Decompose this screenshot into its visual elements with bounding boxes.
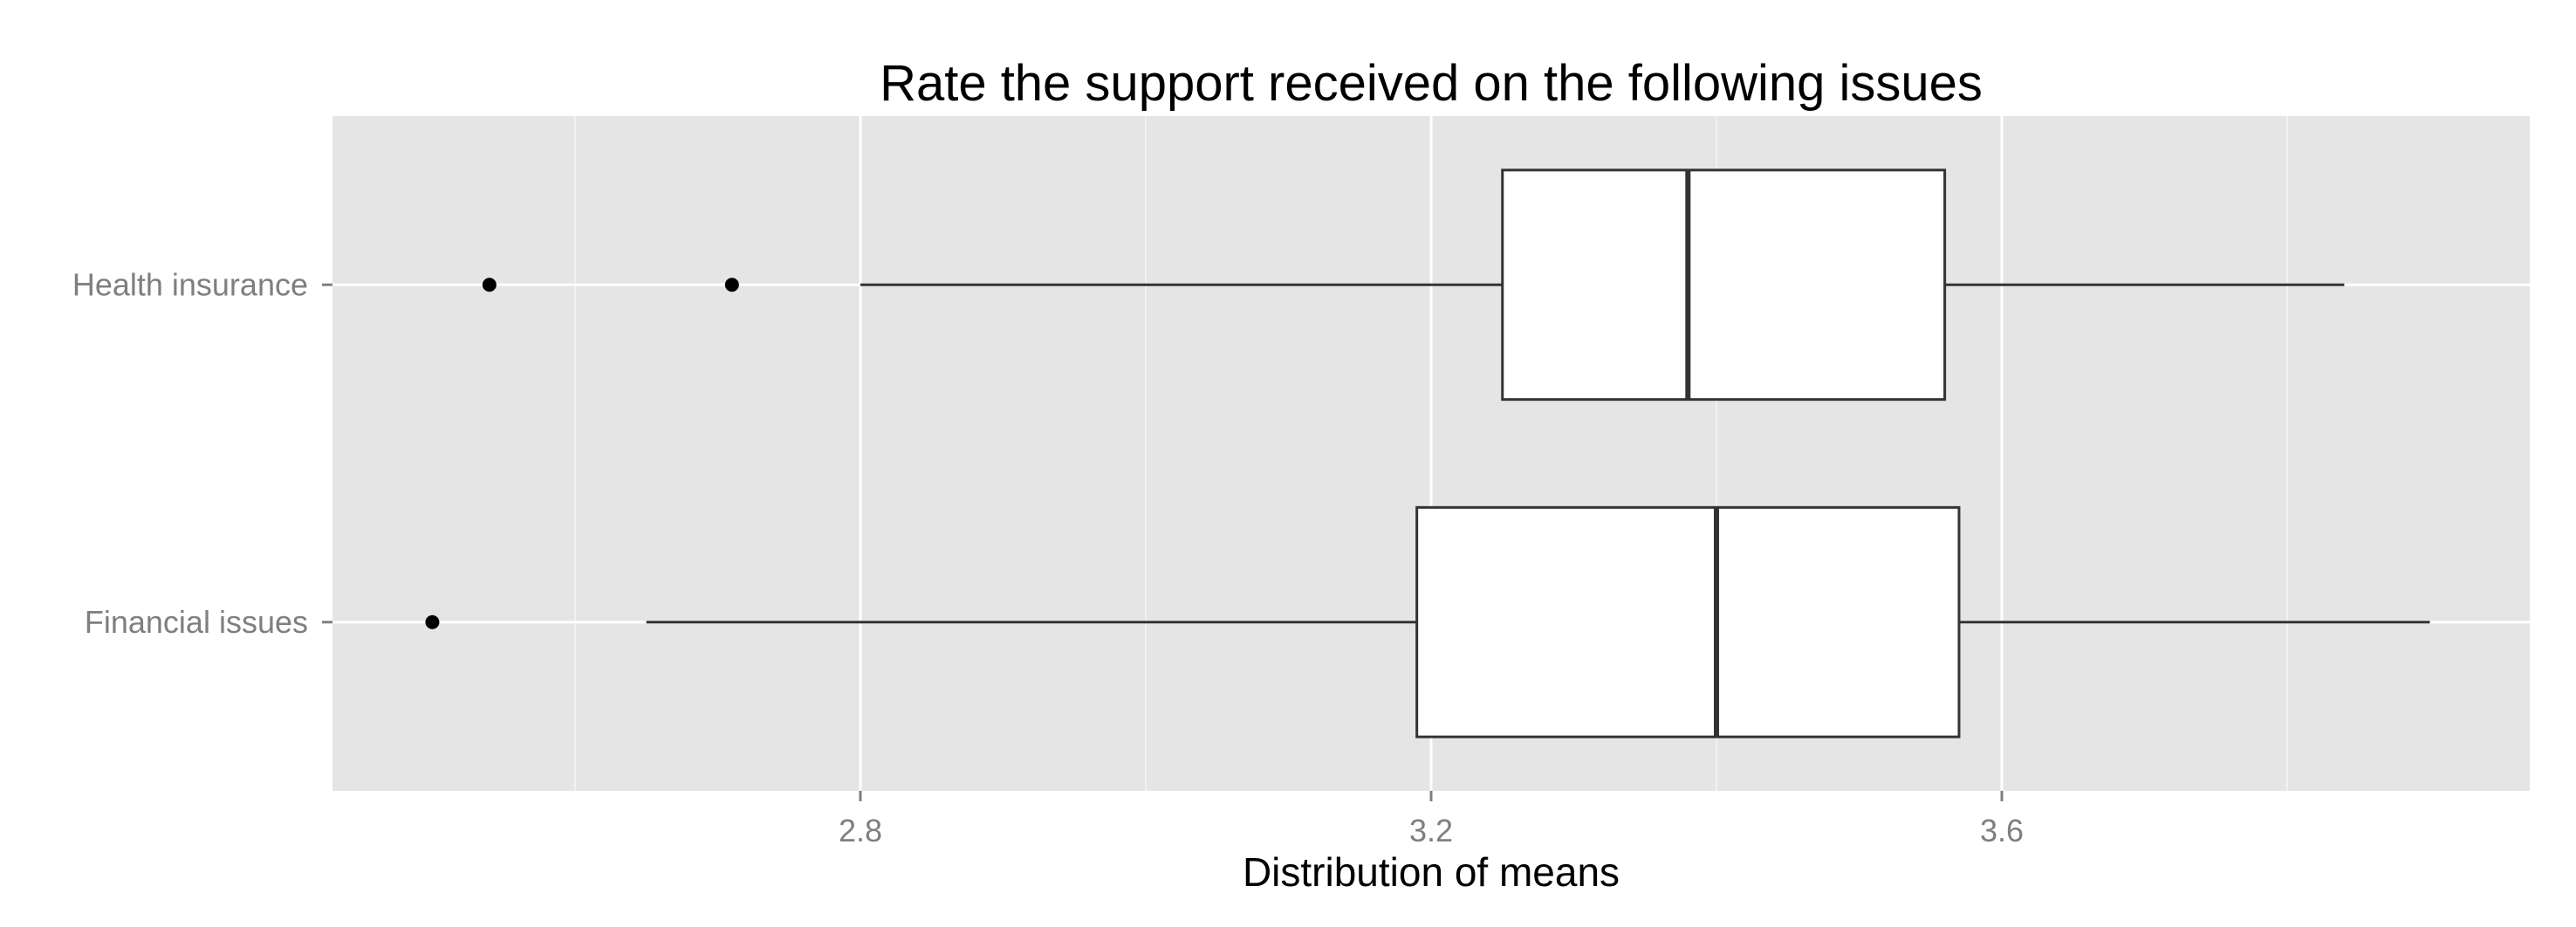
outlier-point <box>724 278 739 292</box>
y-tick-label: Financial issues <box>85 604 308 640</box>
box <box>1501 168 1947 402</box>
x-tick-label: 3.6 <box>1980 813 2024 848</box>
x-tick-label: 2.8 <box>839 813 882 848</box>
box-group <box>482 168 2345 402</box>
box <box>1415 505 1961 738</box>
y-axis: Health insurance Financial issues <box>72 266 332 640</box>
chart-title: Rate the support received on the followi… <box>880 55 1983 112</box>
x-axis: 2.8 3.2 3.6 <box>839 791 2024 848</box>
x-axis-title: Distribution of means <box>1243 849 1620 895</box>
box-layer <box>425 168 2430 738</box>
box-group <box>425 505 2430 738</box>
outlier-point <box>425 615 440 629</box>
x-tick-label: 3.2 <box>1409 813 1453 848</box>
y-tick-label: Health insurance <box>72 266 308 302</box>
outlier-point <box>482 278 497 292</box>
